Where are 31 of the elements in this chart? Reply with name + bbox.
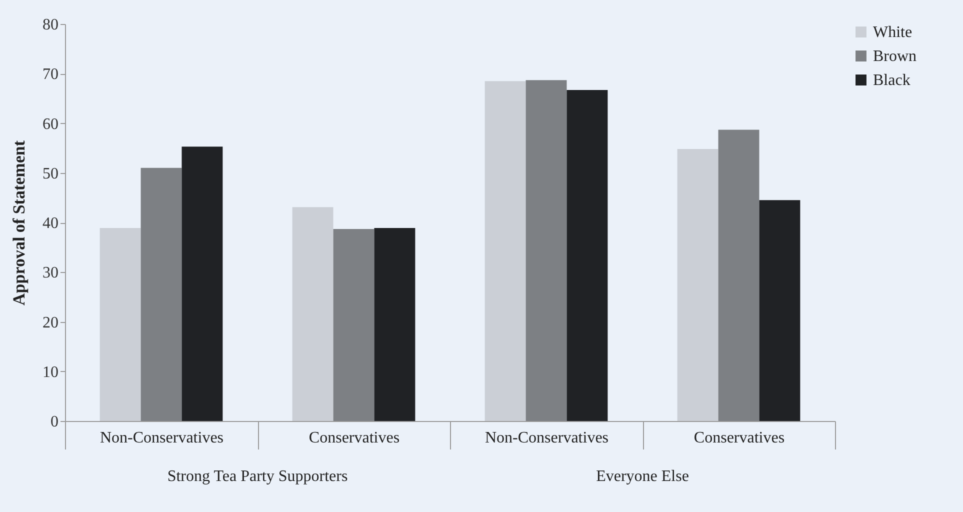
bar (374, 228, 416, 421)
y-tick-label: 20 (42, 314, 58, 332)
bar (566, 90, 608, 421)
bar (140, 168, 182, 421)
y-tick-label: 0 (50, 414, 58, 430)
y-tick-label: 30 (42, 264, 58, 282)
y-tick-label: 60 (42, 116, 58, 133)
legend-label: Black (873, 72, 910, 89)
legend-label: Brown (873, 48, 917, 65)
bar (677, 149, 718, 421)
y-tick-label: 40 (42, 215, 58, 232)
bar (526, 80, 567, 421)
bar (759, 200, 800, 421)
y-axis-title: Approval of Statement (10, 140, 28, 306)
x-tick-label: Conservatives (308, 430, 400, 446)
bar (182, 146, 223, 421)
x-tick-label: Conservatives (694, 430, 785, 446)
y-tick-label: 50 (42, 165, 58, 182)
legend-label: White (873, 24, 912, 41)
text: Everyone Else (596, 468, 689, 485)
y-tick-label: 80 (42, 16, 58, 34)
bar (100, 228, 141, 421)
bar (292, 207, 334, 421)
bar (718, 130, 760, 421)
y-tick-label: 10 (42, 364, 58, 381)
bar (484, 81, 526, 421)
x-tick-label: Non-Conservatives (484, 430, 609, 446)
bar (333, 228, 374, 421)
x-tick-label: Non-Conservatives (100, 430, 224, 446)
y-tick-label: 70 (42, 66, 58, 84)
text: Strong Tea Party Supporters (167, 468, 348, 485)
